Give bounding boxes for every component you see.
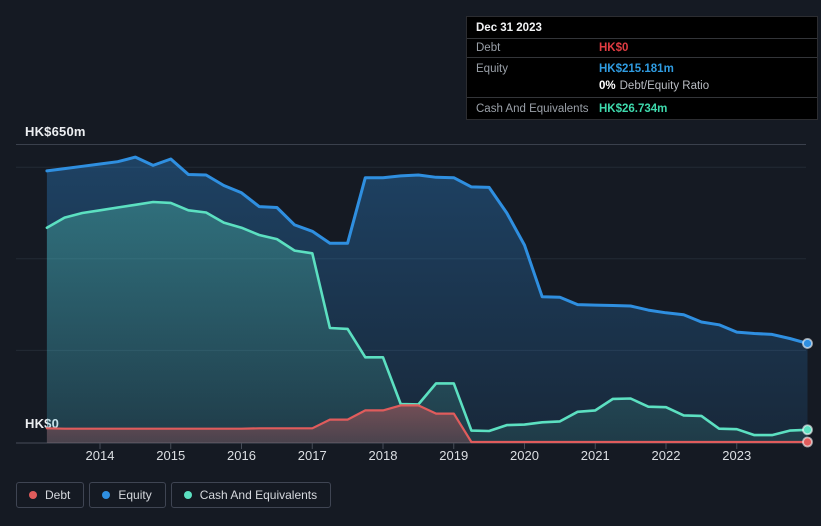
chart-canvas[interactable] — [16, 144, 813, 454]
x-tick-label-2019: 2019 — [439, 448, 469, 463]
area-debt — [46, 405, 808, 443]
x-tick-label-2020: 2020 — [510, 448, 539, 463]
x-tick-label-2018: 2018 — [368, 448, 398, 463]
data-tooltip: Dec 31 2023 Debt HK$0 Equity HK$215.181m… — [466, 16, 818, 120]
legend-dot — [183, 491, 192, 499]
legend-label: Cash And Equivalents — [199, 488, 318, 502]
tooltip-debt-label: Debt — [476, 42, 501, 54]
x-tick-label-2016: 2016 — [227, 448, 256, 463]
tooltip-ratio-label: Debt/Equity Ratio — [619, 80, 710, 92]
chart-legend: Debt Equity Cash And Equivalents — [16, 482, 332, 508]
legend-dot — [102, 491, 111, 499]
legend-label: Debt — [45, 488, 71, 502]
line-equity[interactable] — [45, 155, 809, 345]
end-dot-equity[interactable] — [802, 338, 813, 349]
tooltip-cash-value: HK$26.734m — [599, 102, 668, 115]
line-cash-and-equivalents[interactable] — [45, 200, 809, 437]
x-tick-label-2015: 2015 — [156, 448, 186, 463]
end-dot-cash-and-equivalents[interactable] — [802, 424, 813, 436]
legend-item-equity[interactable]: Equity — [89, 482, 166, 508]
x-tick-label-2017: 2017 — [297, 448, 327, 463]
tooltip-cash-label: Cash And Equivalents — [476, 102, 589, 115]
x-tick-label-2021: 2021 — [580, 448, 610, 463]
tooltip-equity-label: Equity — [476, 62, 508, 75]
tooltip-date: Dec 31 2023 — [467, 17, 817, 39]
line-debt[interactable] — [45, 404, 809, 444]
chart-plot-area[interactable] — [16, 144, 813, 454]
legend-label: Equity — [118, 488, 152, 502]
legend-item-cash-and-equivalents[interactable]: Cash And Equivalents — [170, 482, 332, 508]
x-tick-label-2022: 2022 — [651, 448, 681, 463]
end-dot-debt[interactable] — [802, 436, 813, 448]
area-cash-and-equivalents — [46, 202, 808, 443]
tooltip-debt-value: HK$0 — [599, 42, 629, 54]
y-axis-max-label: HK$650m — [25, 124, 86, 139]
x-tick-label-2023: 2023 — [722, 448, 752, 463]
tooltip-ratio-value: 0% — [599, 80, 616, 92]
legend-item-debt[interactable]: Debt — [16, 482, 85, 508]
legend-dot — [29, 491, 37, 499]
tooltip-equity-value: HK$215.181m — [599, 62, 674, 75]
x-tick-label-2014: 2014 — [85, 448, 115, 463]
